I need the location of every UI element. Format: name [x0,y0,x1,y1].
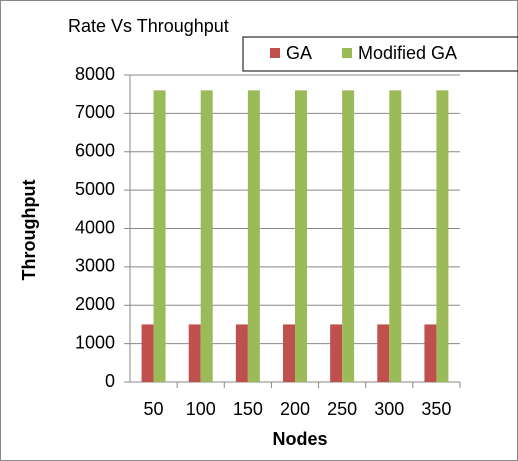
legend-label: GA [286,43,312,63]
bar [283,324,295,382]
bar [188,324,201,382]
bar [295,90,307,382]
bar [436,90,449,382]
y-axis-label: Throughput [19,180,39,281]
y-tick-label: 7000 [75,102,115,122]
x-tick-label: 250 [327,399,357,419]
y-tick-label: 6000 [75,141,115,161]
y-tick-label: 5000 [75,179,115,199]
x-tick-label: 50 [144,399,164,419]
bar [424,324,437,382]
x-tick-label: 200 [280,399,310,419]
legend-swatch [342,48,353,58]
bar [153,90,166,382]
legend-box [242,36,518,72]
legend-label: Modified GA [358,43,457,63]
chart-title: Rate Vs Throughput [68,16,229,36]
y-tick-label: 2000 [75,294,115,314]
y-tick-label: 0 [105,371,115,391]
bar [389,90,402,382]
y-tick-label: 4000 [75,217,115,237]
x-tick-label: 100 [186,399,216,419]
y-tick-label: 3000 [75,256,115,276]
x-tick-label: 350 [421,399,451,419]
y-tick-label: 8000 [75,64,115,84]
legend-swatch [270,48,280,58]
bar [330,324,343,382]
bar [200,90,213,382]
bar [141,324,154,382]
bar [235,324,248,382]
bar [377,324,390,382]
y-tick-label: 1000 [75,332,115,352]
bar [247,90,260,382]
x-axis-label: Nodes [272,429,327,449]
x-tick-label: 150 [233,399,263,419]
x-tick-label: 300 [374,399,404,419]
bar [342,90,355,382]
